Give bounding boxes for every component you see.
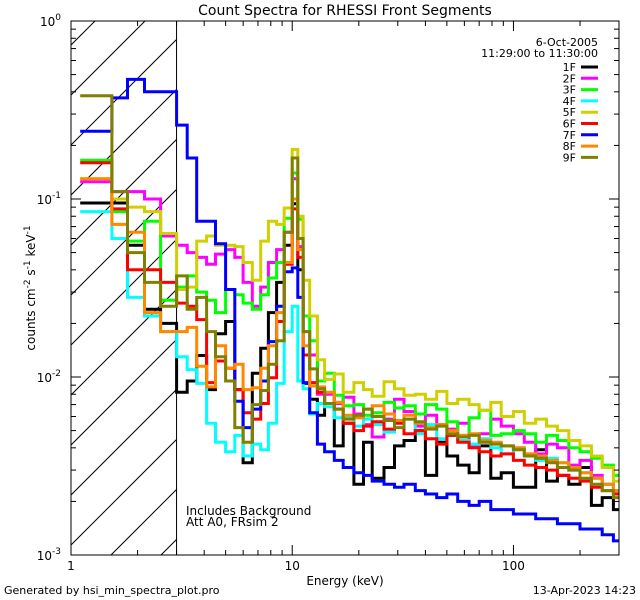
series-line-5f: [80, 147, 619, 483]
series-lines: [80, 77, 619, 543]
y-label-exp2: -1: [23, 260, 33, 269]
time-range-label: 11:29:00 to 11:30:00: [481, 47, 598, 60]
x-axis-label: Energy (keV): [306, 574, 383, 588]
y-tick-label: 100: [40, 13, 61, 29]
y-tick-exponent: -2: [52, 369, 61, 379]
y-label-mid: s: [24, 269, 38, 279]
y-tick-base: 10: [37, 193, 52, 207]
y-tick-label: 10-3: [37, 547, 61, 563]
legend-label-9f: 9F: [563, 151, 576, 164]
y-tick-base: 10: [40, 15, 55, 29]
hatch-line: [71, 38, 177, 146]
y-label-base: counts cm: [24, 288, 38, 350]
y-tick-base: 10: [37, 549, 52, 563]
legend-label-3f: 3F: [563, 84, 576, 97]
y-tick-exponent: 0: [55, 13, 61, 23]
y-tick-label: 10-1: [37, 191, 61, 207]
legend-label-2f: 2F: [563, 72, 576, 85]
footer-generator: Generated by hsi_min_spectra_plot.pro: [4, 584, 220, 597]
plot-frame: [70, 20, 620, 556]
footer-timestamp: 13-Apr-2023 14:23: [533, 584, 636, 597]
x-tick-label: 100: [502, 559, 525, 573]
hatch-line: [71, 438, 177, 546]
legend-label-1f: 1F: [563, 61, 576, 74]
legend-label-7f: 7F: [563, 129, 576, 142]
axis-ticks: [70, 20, 620, 556]
hatch-line: [71, 88, 177, 196]
series-line-7f: [80, 77, 619, 543]
y-axis-label: counts cm-2 s-1 keV-1: [23, 225, 38, 350]
series-line-9f: [80, 94, 619, 500]
series-line-2f: [80, 177, 619, 493]
legend-label-8f: 8F: [563, 140, 576, 153]
legend-label-6f: 6F: [563, 118, 576, 131]
hatch-line: [71, 388, 177, 496]
annotation-background: Includes Background: [186, 504, 311, 518]
y-label-exp3: -1: [23, 225, 33, 234]
y-tick-label: 10-2: [37, 369, 61, 385]
x-tick-label: 1: [67, 559, 75, 573]
annotation-attenuator: Att A0, FRsim 2: [186, 515, 279, 529]
x-tick-label: 10: [285, 559, 300, 573]
hatch-line: [71, 188, 177, 296]
legend-label-5f: 5F: [563, 106, 576, 119]
date-label: 6-Oct-2005: [536, 36, 598, 49]
legend-label-4f: 4F: [563, 95, 576, 108]
x-tick-labels: 1 10 100: [67, 559, 525, 573]
series-line-8f: [80, 177, 619, 493]
y-tick-base: 10: [37, 371, 52, 385]
y-tick-exponent: -1: [52, 191, 61, 201]
y-label-tail: keV: [24, 234, 38, 261]
y-tick-exponent: -3: [52, 547, 61, 557]
chart-title: Count Spectra for RHESSI Front Segments: [198, 3, 492, 19]
y-label-exp1: -2: [23, 279, 33, 288]
